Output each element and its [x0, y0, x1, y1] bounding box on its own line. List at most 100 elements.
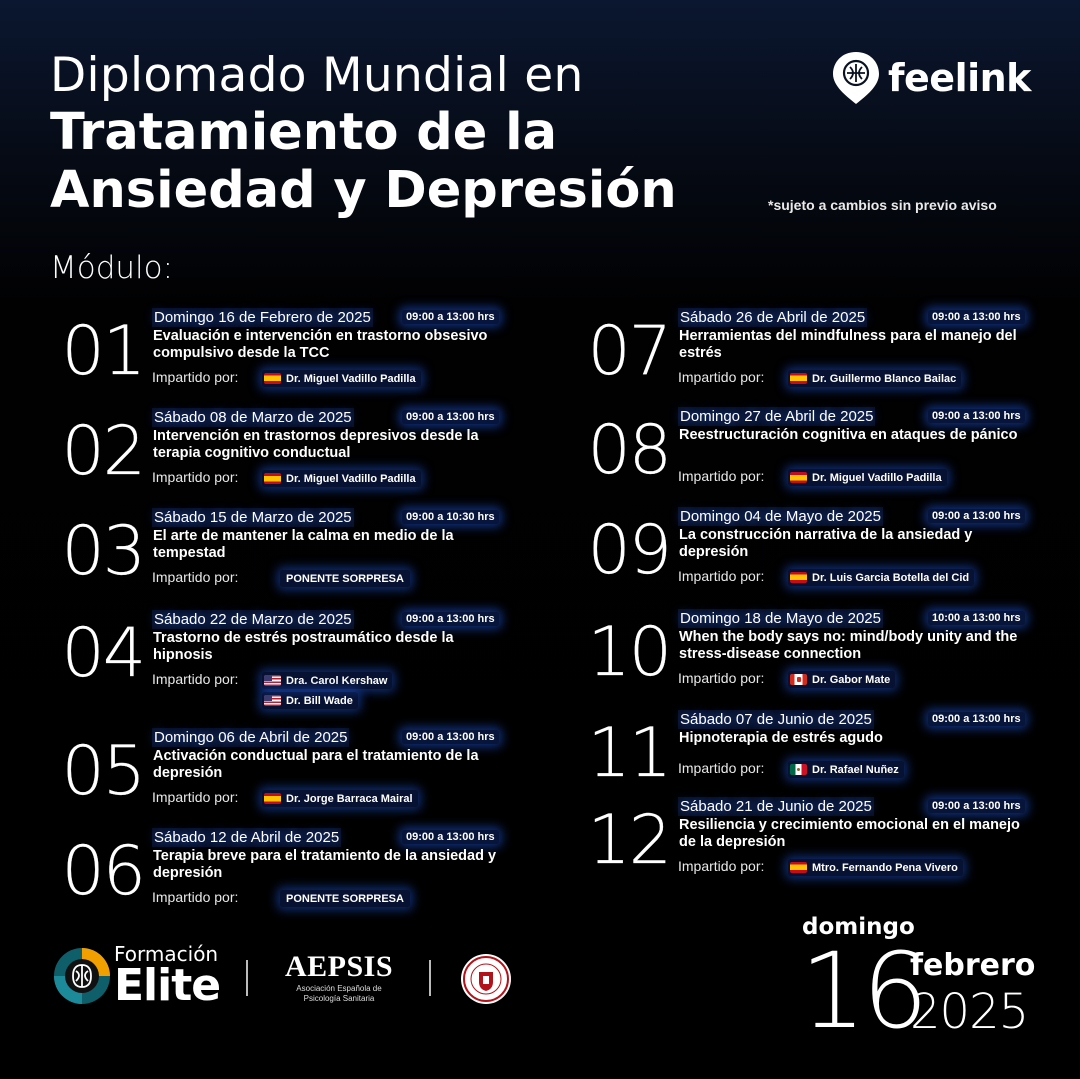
- speaker-badge: Dr. Guillermo Blanco Bailac: [788, 370, 962, 387]
- start-date: domingo 16 febrero 2025: [800, 912, 1040, 1052]
- module-number: 01: [61, 312, 146, 391]
- module-date: Sábado 08 de Marzo de 2025: [152, 408, 354, 427]
- start-month: febrero: [910, 948, 1036, 983]
- module-date: Sábado 07 de Junio de 2025: [678, 710, 874, 729]
- speaker-name: Dr. Guillermo Blanco Bailac: [812, 372, 957, 385]
- module-card: 03 Sábado 15 de Marzo de 2025 09:00 a 10:3…: [52, 508, 522, 608]
- flag-us-icon: [264, 695, 281, 706]
- divider: [429, 960, 431, 996]
- module-hours: 09:00 a 13:00 hrs: [928, 712, 1025, 726]
- aepsis-logo: AEPSIS Asociación Española de Psicología…: [277, 950, 401, 1004]
- aepsis-subtitle: Asociación Española de Psicología Sanita…: [296, 984, 382, 1003]
- module-date: Sábado 26 de Abril de 2025: [678, 308, 868, 327]
- module-hours: 09:00 a 13:00 hrs: [928, 310, 1025, 324]
- disclaimer: *sujeto a cambios sin previo aviso: [768, 197, 997, 213]
- impartido-label: Impartido por:: [152, 469, 239, 485]
- module-date: Domingo 27 de Abril de 2025: [678, 407, 876, 426]
- speaker-badge: Dr. Bill Wade: [262, 692, 358, 709]
- flag-es-icon: [264, 373, 281, 384]
- impartido-label: Impartido por:: [152, 569, 239, 585]
- speaker-name: Dr. Jorge Barraca Mairal: [286, 792, 413, 805]
- speaker-badge: Dr. Miguel Vadillo Padilla: [262, 370, 421, 387]
- speaker-badge: PONENTE SORPRESA: [280, 890, 410, 907]
- module-topic: La construcción narrativa de la ansiedad…: [679, 527, 973, 560]
- module-topic: Intervención en trastornos depresivos de…: [153, 428, 479, 461]
- module-card: 05 Domingo 06 de Abril de 2025 09:00 a 13:…: [52, 728, 522, 828]
- speaker-badge: Dr. Miguel Vadillo Padilla: [788, 469, 947, 486]
- module-hours: 09:00 a 13:00 hrs: [928, 509, 1025, 523]
- title-line3: Ansiedad y Depresión: [50, 161, 677, 220]
- flag-es-icon: [790, 472, 807, 483]
- module-hours: 09:00 a 13:00 hrs: [928, 409, 1025, 423]
- module-date: Domingo 04 de Mayo de 2025: [678, 507, 883, 526]
- modulo-label: Módulo:: [50, 250, 174, 286]
- speaker-badge: Dra. Carol Kershaw: [262, 672, 393, 689]
- impartido-label: Impartido por:: [152, 789, 239, 805]
- module-topic: Trastorno de estrés postraumático desde …: [153, 630, 454, 663]
- module-topic: Terapia breve para el tratamiento de la …: [153, 848, 497, 881]
- module-date: Domingo 18 de Mayo de 2025: [678, 609, 883, 628]
- speaker-badge: Dr. Miguel Vadillo Padilla: [262, 470, 421, 487]
- module-topic: When the body says no: mind/body unity a…: [679, 629, 1018, 662]
- module-hours: 10:00 a 13:00 hrs: [928, 611, 1025, 625]
- speaker-name: Dr. Gabor Mate: [812, 673, 891, 686]
- module-hours: 09:00 a 13:00 hrs: [402, 730, 499, 744]
- title-line2: Tratamiento de la: [50, 103, 557, 162]
- speaker-badge: PONENTE SORPRESA: [280, 570, 410, 587]
- module-number: 09: [587, 511, 672, 590]
- flag-mx-icon: [790, 764, 807, 775]
- module-date: Sábado 12 de Abril de 2025: [152, 828, 342, 847]
- module-number: 02: [61, 412, 146, 491]
- impartido-label: Impartido por:: [152, 671, 239, 687]
- module-topic: Herramientas del mindfulness para el man…: [679, 328, 1017, 361]
- module-card: 01 Domingo 16 de Febrero de 2025 09:00 a 1…: [52, 308, 522, 408]
- module-hours: 09:00 a 13:00 hrs: [402, 310, 499, 324]
- speaker-badge: Dr. Rafael Nuñez: [788, 761, 904, 778]
- speaker-badge: Dr. Luis Garcia Botella del Cid: [788, 569, 975, 586]
- speaker-name: PONENTE SORPRESA: [286, 892, 404, 905]
- speaker-name: Mtro. Fernando Pena Vivero: [812, 861, 958, 874]
- university-seal-icon: [461, 954, 511, 1004]
- module-number: 06: [61, 832, 146, 911]
- elite-text: Elite: [114, 960, 221, 1011]
- module-topic: Activación conductual para el tratamient…: [153, 748, 479, 781]
- module-card: 06 Sábado 12 de Abril de 2025 09:00 a 13:0…: [52, 828, 522, 928]
- impartido-label: Impartido por:: [152, 889, 239, 905]
- impartido-label: Impartido por:: [678, 670, 765, 686]
- impartido-label: Impartido por:: [152, 369, 239, 385]
- impartido-label: Impartido por:: [678, 760, 765, 776]
- speaker-name: Dr. Luis Garcia Botella del Cid: [812, 571, 970, 584]
- impartido-label: Impartido por:: [678, 369, 765, 385]
- module-topic: Hipnoterapia de estrés agudo: [679, 730, 883, 746]
- module-number: 10: [587, 613, 672, 692]
- speaker-badge: Dr. Jorge Barraca Mairal: [262, 790, 418, 807]
- speaker-name: PONENTE SORPRESA: [286, 572, 404, 585]
- aepsis-title: AEPSIS: [284, 950, 394, 983]
- module-topic: Resiliencia y crecimiento emocional en e…: [679, 817, 1020, 850]
- module-date: Domingo 16 de Febrero de 2025: [152, 308, 373, 327]
- formacion-elite-logo: Formación Elite: [52, 944, 221, 1011]
- speaker-name: Dr. Miguel Vadillo Padilla: [812, 471, 942, 484]
- module-card: 07 Sábado 26 de Abril de 2025 09:00 a 13:0…: [578, 308, 1048, 408]
- module-date: Domingo 06 de Abril de 2025: [152, 728, 350, 747]
- speaker-badge: Mtro. Fernando Pena Vivero: [788, 859, 963, 876]
- module-card: 09 Domingo 04 de Mayo de 2025 09:00 a 13:0…: [578, 507, 1048, 607]
- module-card: 11 Sábado 07 de Junio de 2025 09:00 a 13:0…: [578, 710, 1048, 810]
- impartido-label: Impartido por:: [678, 468, 765, 484]
- module-number: 05: [61, 732, 146, 811]
- module-hours: 09:00 a 10:30 hrs: [402, 510, 499, 524]
- module-date: Sábado 22 de Marzo de 2025: [152, 610, 354, 629]
- flag-ca-icon: [790, 674, 807, 685]
- module-date: Sábado 21 de Junio de 2025: [678, 797, 874, 816]
- feelink-logo: feelink: [830, 50, 1031, 106]
- module-topic: El arte de mantener la calma en medio de…: [153, 528, 454, 561]
- module-date: Sábado 15 de Marzo de 2025: [152, 508, 354, 527]
- impartido-label: Impartido por:: [678, 568, 765, 584]
- brand-name: feelink: [888, 56, 1031, 100]
- module-hours: 09:00 a 13:00 hrs: [402, 830, 499, 844]
- module-number: 08: [587, 411, 672, 490]
- flag-us-icon: [264, 675, 281, 686]
- module-hours: 09:00 a 13:00 hrs: [402, 612, 499, 626]
- module-number: 11: [587, 714, 672, 793]
- module-card: 04 Sábado 22 de Marzo de 2025 09:00 a 13:0…: [52, 610, 522, 710]
